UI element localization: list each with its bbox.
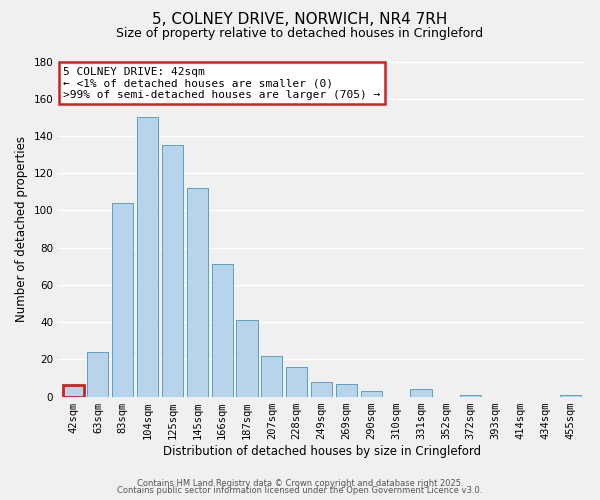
Bar [187,188,208,396]
Bar [162,146,183,396]
Bar [560,394,581,396]
Bar [410,389,431,396]
Text: Contains HM Land Registry data © Crown copyright and database right 2025.: Contains HM Land Registry data © Crown c… [137,478,463,488]
Text: Contains public sector information licensed under the Open Government Licence v3: Contains public sector information licen… [118,486,482,495]
Bar [286,367,307,396]
Bar [62,386,83,396]
Bar [336,384,357,396]
Bar [212,264,233,396]
Bar [137,118,158,396]
Bar [112,203,133,396]
Bar [311,382,332,396]
Bar [262,356,283,397]
Bar [460,394,481,396]
Text: Size of property relative to detached houses in Cringleford: Size of property relative to detached ho… [116,28,484,40]
Bar [236,320,257,396]
Bar [361,391,382,396]
Y-axis label: Number of detached properties: Number of detached properties [15,136,28,322]
X-axis label: Distribution of detached houses by size in Cringleford: Distribution of detached houses by size … [163,444,481,458]
Text: 5 COLNEY DRIVE: 42sqm
← <1% of detached houses are smaller (0)
>99% of semi-deta: 5 COLNEY DRIVE: 42sqm ← <1% of detached … [64,66,380,100]
Text: 5, COLNEY DRIVE, NORWICH, NR4 7RH: 5, COLNEY DRIVE, NORWICH, NR4 7RH [152,12,448,28]
Bar [88,352,109,397]
